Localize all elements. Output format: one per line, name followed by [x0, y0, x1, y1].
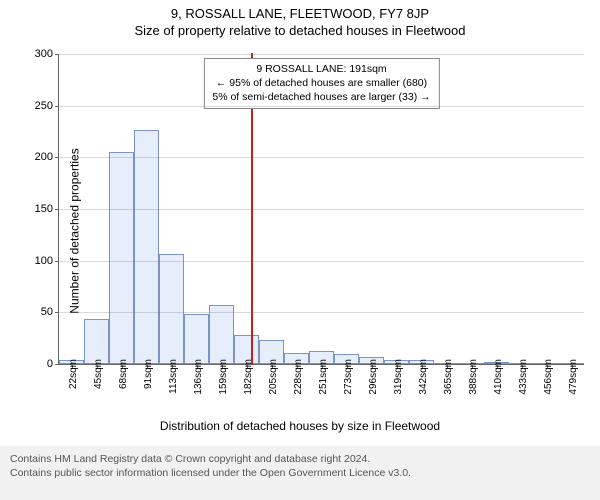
footer-line-2: Contains public sector information licen… — [10, 466, 590, 480]
x-axis-label: Distribution of detached houses by size … — [0, 419, 600, 433]
y-tick-label: 0 — [47, 358, 59, 370]
x-tick-label: 228sqm — [293, 359, 304, 395]
x-tick-label: 68sqm — [118, 359, 129, 389]
x-tick-label: 433sqm — [518, 359, 529, 395]
y-tick-label: 200 — [35, 151, 59, 163]
x-tick-label: 365sqm — [443, 359, 454, 395]
x-tick-label: 410sqm — [493, 359, 504, 395]
grid-line — [59, 54, 584, 55]
x-tick-label: 296sqm — [368, 359, 379, 395]
x-tick-label: 319sqm — [393, 359, 404, 395]
histogram-bar — [84, 319, 109, 364]
x-tick-label: 273sqm — [343, 359, 354, 395]
x-tick-label: 479sqm — [568, 359, 579, 395]
x-tick-label: 22sqm — [68, 359, 79, 389]
callout-line-3: 5% of semi-detached houses are larger (3… — [212, 90, 430, 104]
grid-line — [59, 157, 584, 158]
histogram-bar — [209, 305, 234, 364]
grid-line — [59, 261, 584, 262]
chart-container: 9, ROSSALL LANE, FLEETWOOD, FY7 8JP Size… — [0, 0, 600, 500]
x-tick-label: 251sqm — [318, 359, 329, 395]
x-tick-label: 91sqm — [143, 359, 154, 389]
x-tick-label: 113sqm — [168, 359, 179, 394]
histogram-bar — [184, 314, 209, 364]
x-tick-label: 136sqm — [193, 359, 204, 395]
attribution-footer: Contains HM Land Registry data © Crown c… — [0, 446, 600, 500]
callout-box: 9 ROSSALL LANE: 191sqm ← 95% of detached… — [203, 58, 439, 109]
grid-line — [59, 209, 584, 210]
callout-line-1: 9 ROSSALL LANE: 191sqm — [212, 62, 430, 76]
x-tick-label: 45sqm — [93, 359, 104, 389]
histogram-bar — [134, 130, 159, 364]
histogram-bar — [159, 254, 184, 364]
y-tick-label: 300 — [35, 48, 59, 60]
plot-area: 22sqm45sqm68sqm91sqm113sqm136sqm159sqm18… — [58, 54, 584, 365]
x-tick-label: 205sqm — [268, 359, 279, 395]
y-tick-label: 150 — [35, 203, 59, 215]
y-tick-label: 50 — [41, 306, 59, 318]
page-title: 9, ROSSALL LANE, FLEETWOOD, FY7 8JP — [0, 0, 600, 21]
page-subtitle: Size of property relative to detached ho… — [0, 21, 600, 38]
grid-line — [59, 106, 584, 107]
x-tick-label: 388sqm — [468, 359, 479, 395]
histogram-bar — [109, 152, 134, 364]
x-tick-label: 456sqm — [543, 359, 554, 395]
y-tick-label: 250 — [35, 100, 59, 112]
chart-area: Number of detached properties 22sqm45sqm… — [0, 44, 600, 439]
y-tick-label: 100 — [35, 255, 59, 267]
x-tick-label: 342sqm — [418, 359, 429, 395]
footer-line-1: Contains HM Land Registry data © Crown c… — [10, 452, 590, 466]
callout-line-2: ← 95% of detached houses are smaller (68… — [212, 76, 430, 90]
x-tick-label: 159sqm — [218, 359, 229, 395]
grid-line — [59, 312, 584, 313]
